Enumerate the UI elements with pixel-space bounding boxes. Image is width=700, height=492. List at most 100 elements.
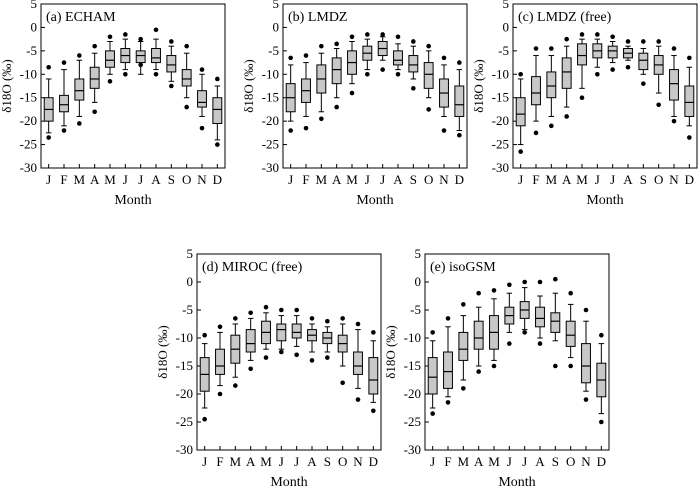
outlier-point bbox=[279, 307, 284, 313]
x-tick-label: F bbox=[60, 172, 67, 187]
x-tick-label: A bbox=[151, 172, 161, 187]
box-iqr bbox=[353, 351, 363, 375]
plot-frame bbox=[424, 253, 610, 451]
y-tick-label: 5 bbox=[31, 0, 38, 11]
outlier-point bbox=[325, 355, 330, 360]
outlier-point bbox=[309, 316, 315, 321]
box-M bbox=[261, 304, 271, 360]
outlier-point bbox=[334, 104, 339, 110]
box-F bbox=[59, 60, 69, 133]
outlier-point bbox=[303, 125, 309, 131]
outlier-point bbox=[294, 352, 299, 358]
box-J bbox=[607, 34, 618, 72]
outlier-point bbox=[537, 341, 543, 346]
outlier-point bbox=[687, 55, 692, 61]
box-A bbox=[245, 310, 256, 372]
x-tick-label: D bbox=[213, 172, 222, 187]
box-N bbox=[197, 67, 207, 131]
outlier-point bbox=[476, 369, 481, 374]
box-O bbox=[423, 43, 434, 112]
outlier-point bbox=[217, 324, 223, 330]
outlier-point bbox=[595, 71, 600, 77]
panel-title: (d) MIROC (free) bbox=[202, 260, 303, 275]
x-tick-label: S bbox=[640, 172, 647, 187]
x-tick-label: N bbox=[581, 454, 591, 469]
y-tick-label: 0 bbox=[31, 19, 38, 34]
x-tick-label: A bbox=[623, 172, 633, 187]
x-tick-label: M bbox=[260, 454, 272, 469]
outlier-point bbox=[199, 125, 205, 131]
outlier-point bbox=[457, 132, 462, 138]
box-iqr bbox=[212, 97, 223, 124]
outlier-point bbox=[365, 71, 370, 77]
box-iqr bbox=[245, 329, 256, 353]
outlier-point bbox=[426, 43, 431, 49]
box-iqr bbox=[135, 50, 146, 64]
x-tick-label: A bbox=[332, 172, 342, 187]
plot-frame bbox=[512, 3, 698, 169]
y-tick-label: -15 bbox=[492, 90, 509, 105]
outlier-point bbox=[549, 123, 554, 129]
box-O bbox=[181, 43, 192, 110]
outlier-point bbox=[656, 39, 661, 44]
panel-title: (a) ECHAM bbox=[46, 10, 116, 25]
outlier-point bbox=[507, 282, 512, 288]
x-tick-label: M bbox=[488, 454, 500, 469]
outlier-point bbox=[568, 290, 573, 296]
x-tick-label: J bbox=[507, 454, 512, 469]
box-N bbox=[439, 55, 449, 133]
box-M bbox=[230, 316, 241, 388]
x-tick-label: D bbox=[369, 454, 378, 469]
box-iqr bbox=[423, 62, 434, 89]
outlier-point bbox=[334, 41, 339, 47]
x-axis-label: Month bbox=[356, 193, 393, 208]
x-tick-label: M bbox=[576, 172, 588, 187]
outlier-point bbox=[610, 34, 615, 40]
outlier-point bbox=[533, 46, 539, 51]
outlier-point bbox=[46, 135, 51, 140]
box-iqr bbox=[276, 323, 287, 342]
y-tick-label: -10 bbox=[404, 330, 421, 345]
y-axis-label: δ18O (‰) bbox=[241, 59, 256, 112]
outlier-point bbox=[349, 34, 355, 40]
box-A bbox=[623, 39, 633, 70]
box-iqr bbox=[408, 55, 419, 73]
x-axis-label: Month bbox=[586, 193, 623, 208]
outlier-point bbox=[233, 316, 238, 321]
y-tick-label: -5 bbox=[498, 43, 509, 58]
y-tick-label: -5 bbox=[182, 302, 193, 317]
x-tick-label: J bbox=[202, 454, 207, 469]
box-D bbox=[454, 60, 465, 138]
outlier-point bbox=[107, 79, 113, 84]
box-A bbox=[307, 316, 317, 363]
box-J bbox=[592, 32, 603, 77]
outlier-point bbox=[349, 90, 355, 96]
outlier-point bbox=[457, 60, 462, 65]
plot-frame bbox=[40, 3, 226, 169]
outlier-point bbox=[625, 64, 631, 70]
y-axis-label: δ18O (‰) bbox=[155, 325, 170, 378]
x-tick-label: N bbox=[439, 172, 449, 187]
outlier-point bbox=[279, 349, 284, 355]
outlier-point bbox=[687, 135, 692, 140]
x-tick-label: F bbox=[302, 172, 309, 187]
panel-title: (b) LMDZ bbox=[288, 10, 348, 25]
box-J bbox=[199, 332, 210, 422]
box-M bbox=[546, 46, 557, 129]
outlier-point bbox=[522, 279, 527, 285]
outlier-point bbox=[371, 408, 376, 414]
outlier-point bbox=[491, 288, 497, 293]
outlier-point bbox=[583, 307, 589, 313]
box-A bbox=[151, 27, 161, 77]
box-iqr bbox=[515, 97, 526, 127]
x-tick-label: J bbox=[123, 172, 128, 187]
box-iqr bbox=[151, 48, 161, 64]
y-tick-label: -20 bbox=[492, 113, 509, 128]
outlier-point bbox=[123, 71, 128, 77]
box-J bbox=[135, 36, 146, 75]
box-iqr bbox=[607, 45, 618, 59]
box-J bbox=[427, 330, 438, 416]
outlier-point bbox=[445, 316, 451, 321]
outlier-point bbox=[46, 64, 51, 70]
